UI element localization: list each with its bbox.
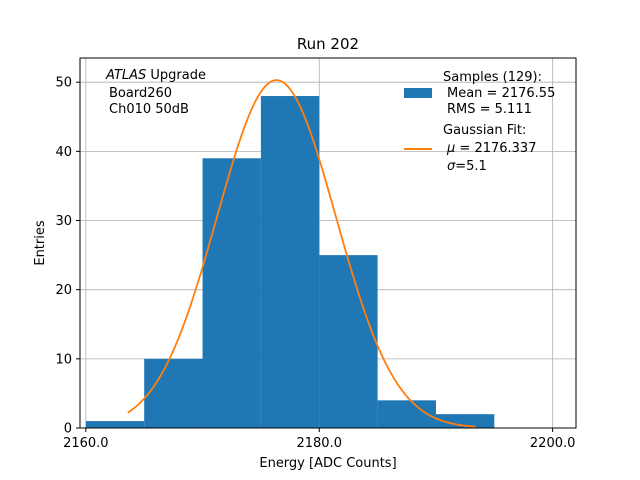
histogram-bar-2: [202, 158, 261, 428]
y-tick-label-2: 20: [55, 283, 72, 298]
annotation-upgrade: Upgrade: [146, 68, 206, 83]
legend-samples-mean: Mean = 2176.55: [447, 86, 555, 101]
y-axis-ticks: 0 10 20 30 40 50: [55, 76, 80, 437]
annotation-line-1: ATLAS Upgrade: [105, 68, 206, 83]
histogram-bar-4: [319, 255, 378, 428]
y-tick-label-5: 50: [55, 76, 72, 91]
histogram-bar-1: [144, 358, 203, 428]
histogram-bar-0: [85, 421, 145, 428]
x-tick-label-2: 2200.0: [530, 436, 576, 451]
x-tick-label-0: 2160.0: [63, 436, 109, 451]
histogram-bar-6: [435, 414, 495, 428]
y-tick-label-4: 40: [55, 145, 72, 160]
legend: Samples (129): Mean = 2176.55 RMS = 5.11…: [404, 70, 555, 174]
histogram-bar-3: [260, 96, 320, 428]
legend-mu-value: = 2176.337: [455, 141, 536, 156]
x-tick-label-1: 2180.0: [296, 436, 342, 451]
annotation-box: ATLAS Upgrade Board260 Ch010 50dB: [105, 68, 206, 117]
legend-bar-swatch: [404, 88, 432, 98]
y-tick-label-0: 0: [64, 422, 72, 437]
gaussian-fit-line: [127, 79, 476, 428]
legend-sigma-value: =5.1: [455, 159, 487, 174]
y-tick-label-1: 10: [55, 352, 72, 367]
histogram-bars: [85, 96, 495, 428]
legend-fit-sigma: σ=5.1: [447, 159, 487, 174]
annotation-channel: Ch010 50dB: [109, 102, 189, 117]
chart-title: Run 202: [297, 35, 359, 53]
x-axis-ticks: 2160.0 2180.0 2200.0: [63, 428, 575, 451]
annotation-atlas: ATLAS: [105, 68, 146, 83]
annotation-board: Board260: [109, 86, 172, 101]
y-axis-label: Entries: [33, 220, 48, 266]
legend-samples-title: Samples (129):: [443, 70, 542, 85]
legend-mu-symbol: μ: [446, 141, 455, 156]
x-axis-label: Energy [ADC Counts]: [259, 456, 396, 471]
legend-fit-title: Gaussian Fit:: [443, 123, 526, 138]
plot-frame: [79, 57, 577, 429]
y-tick-label-3: 30: [55, 214, 72, 229]
gaussian-fit: [127, 79, 476, 428]
legend-sigma-symbol: σ: [447, 159, 456, 174]
legend-fit-mu: μ = 2176.337: [446, 141, 536, 156]
legend-samples-rms: RMS = 5.111: [447, 102, 532, 117]
